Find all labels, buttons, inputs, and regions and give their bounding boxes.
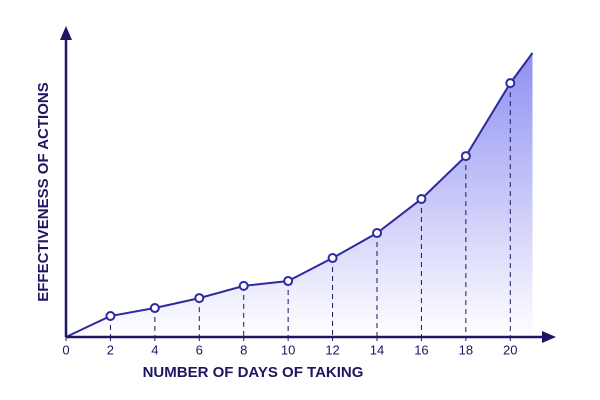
point [460,151,471,162]
x-tick-label: 2 [107,342,114,357]
x-tick-label: 10 [281,342,295,357]
line [65,52,534,338]
x-tick-label: 8 [240,342,247,357]
point [238,280,249,291]
x-tick-label: 0 [62,342,69,357]
x-tick-label: 4 [151,342,158,357]
x-tick-label: 14 [370,342,384,357]
point [283,276,294,287]
plot: 0 2 4 6 8 10 12 14 16 18 20 [60,26,556,357]
x-tick-label: 6 [196,342,203,357]
x-tick-label: 20 [503,342,517,357]
x-tick-label: 12 [325,342,339,357]
x-tick-label: 16 [414,342,428,357]
y-axis-arrow [60,26,72,40]
point [505,78,516,89]
point [327,253,338,264]
x-axis-title: NUMBER OF DAYS OF TAKING [143,364,364,381]
point [105,310,116,321]
x-tick-label: 18 [459,342,473,357]
x-axis-arrow [542,331,556,343]
point [416,193,427,204]
point [194,293,205,304]
y-axis-title: EFFECTIVENESS OF ACTIONS [35,82,52,301]
point [149,303,160,314]
point [372,228,382,239]
area-fill [66,53,533,337]
